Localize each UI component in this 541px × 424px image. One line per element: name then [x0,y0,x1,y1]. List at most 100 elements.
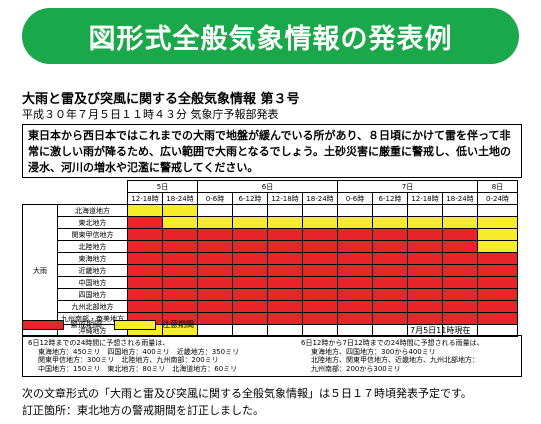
table-row: 関東甲信地方 [23,228,518,241]
rainfall-left-line: 中国地方：150ミリ 東北地方：80ミリ 北海道地方：60ミリ [38,364,238,373]
category-cell: 大雨 [22,204,58,337]
warning-cell [477,312,518,325]
table-row: 四国地方 [23,288,518,301]
slot-header-row: 12-18時 18-24時 0-6時 6-12時 12-18時 18-24時 0-6時 6-1… [23,192,518,205]
warning-cell [477,276,518,289]
caution-cell [337,216,373,229]
rainfall-right-heading: 6日12時から7日12時までの24時間に予想される雨量は、 [301,339,484,347]
rainfall-right-line: 東海地方、四国地方：300から400ミリ [311,347,436,356]
warning-cell [442,312,478,325]
region-cell: 北海道地方 [57,204,128,217]
warning-cell [407,276,443,289]
legend-caution-swatch [114,320,156,330]
warning-cell [197,252,233,265]
empty-cell [477,204,518,217]
warning-cell [407,288,443,301]
empty-cell [232,324,268,337]
region-cell: 北陸地方 [57,240,128,253]
warning-cell [267,264,303,277]
warning-cell [127,228,163,241]
warning-cell [197,228,233,241]
table-row: 東海地方 [23,252,518,265]
legend-caution-label: 注意期間 [162,320,194,329]
rainfall-box: 6日12時までの24時間に予想される雨量は、 東海地方：450ミリ 四国地方：4… [22,335,522,377]
warning-cell [407,312,443,325]
warning-cell [162,312,198,325]
rainfall-right: 6日12時から7日12時までの24時間に予想される雨量は、 東海地方、四国地方：… [301,339,484,373]
caution-cell [162,204,198,217]
header-blank [23,181,128,193]
warning-cell [162,276,198,289]
warning-cell [127,300,163,313]
warning-cell [197,288,233,301]
region-cell: 東北地方 [57,216,128,229]
summary-box: 東日本から西日本ではこれまでの大雨で地盤が緩んでいる所があり、８日頃にかけて雷を… [22,124,522,178]
caution-cell [127,204,163,217]
empty-cell [302,204,338,217]
warning-cell [337,288,373,301]
warning-cell [372,228,408,241]
warning-cell [372,312,408,325]
day-header: 8日 [477,180,518,193]
table-row: 沖縄地方 [23,324,518,337]
empty-cell [267,204,303,217]
warning-cell [162,228,198,241]
warning-cell [407,264,443,277]
warning-cell [232,312,268,325]
slot-header: 12-18時 [267,192,303,205]
warning-cell [197,300,233,313]
region-cell: 沖縄地方 [57,324,128,337]
empty-cell [267,324,303,337]
warning-cell [127,216,163,229]
empty-cell [477,324,518,337]
empty-cell [372,324,408,337]
warning-cell [267,276,303,289]
legend-warning-swatch [22,320,64,330]
warning-cell [267,252,303,265]
rainfall-left: 6日12時までの24時間に予想される雨量は、 東海地方：450ミリ 四国地方：4… [28,339,239,373]
warning-cell [162,288,198,301]
banner: 図形式全般気象情報の発表例 [0,0,541,76]
warning-cell [337,312,373,325]
warning-cell [267,240,303,253]
rainfall-left-line: 関東甲信地方：300ミリ 北陸地方、九州南部：200ミリ [38,356,219,364]
region-cell: 関東甲信地方 [57,228,128,241]
banner-title: 図形式全般気象情報の発表例 [22,8,519,64]
warning-cell [127,276,163,289]
warning-cell [477,264,518,277]
region-cell: 東海地方 [57,252,128,265]
table-row: 九州北部地方 [23,300,518,313]
rainfall-right-line: 北陸地方、関東甲信地方、近畿地方、九州北部地方： [311,356,479,364]
warning-cell [442,288,478,301]
empty-cell [337,204,373,217]
warning-cell [337,252,373,265]
day-header: 6日 [197,180,338,193]
warning-cell [407,240,443,253]
warning-cell [337,240,373,253]
warning-cell [337,228,373,241]
caution-cell [477,228,518,241]
empty-cell [232,204,268,217]
region-cell: 中国地方 [57,276,128,289]
warning-cell [127,288,163,301]
caution-cell [197,216,233,229]
table-row: 近畿地方 [23,264,518,277]
slot-header: 18-24時 [302,192,338,205]
warning-cell [267,300,303,313]
rainfall-left-line: 東海地方：450ミリ 四国地方：400ミリ 近畿地方：350ミリ [38,347,240,356]
warning-cell [302,300,338,313]
warning-cell [407,228,443,241]
slot-header: 0-6時 [197,192,233,205]
warning-cell [197,312,233,325]
warning-cell [127,252,163,265]
empty-cell [407,204,443,217]
caution-cell [162,216,198,229]
region-cell: 四国地方 [57,288,128,301]
region-cell: 九州北部地方 [57,300,128,313]
warning-cell [372,240,408,253]
region-cell: 近畿地方 [57,264,128,277]
warning-cell [232,252,268,265]
warning-cell [232,228,268,241]
empty-cell [197,204,233,217]
warning-cell [337,300,373,313]
